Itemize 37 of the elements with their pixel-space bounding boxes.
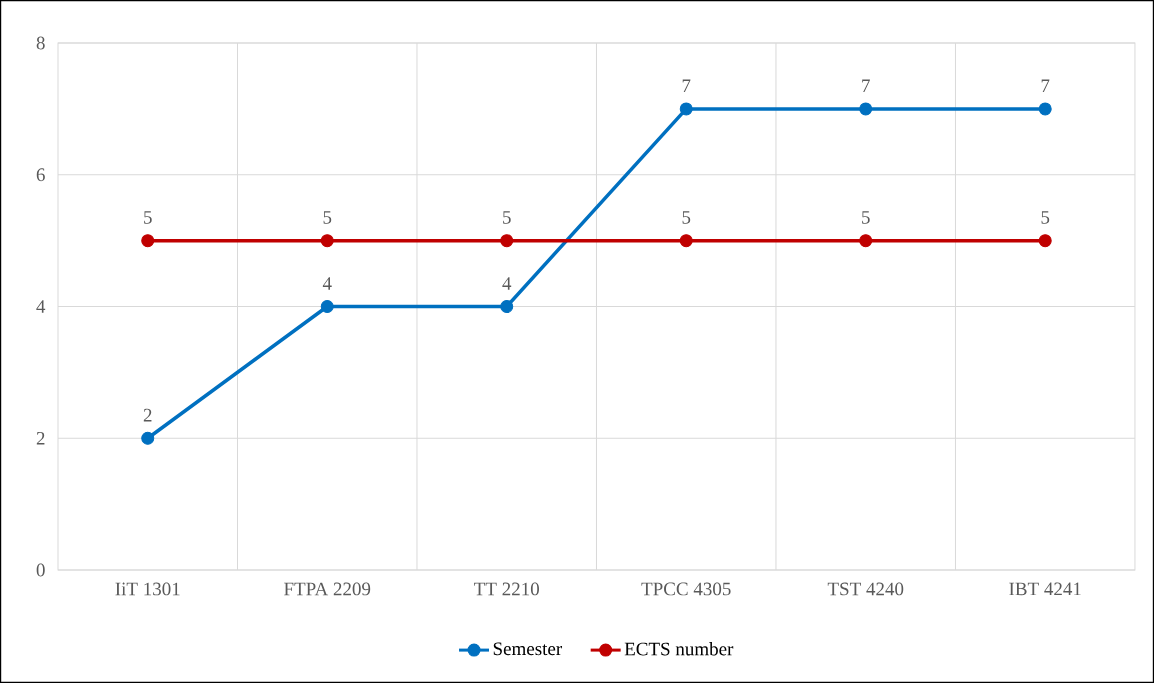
- data-label: 4: [502, 277, 512, 290]
- point: [141, 234, 155, 248]
- y-tick-label: 2: [36, 431, 45, 445]
- x-tick-label: TST 4240: [827, 582, 904, 596]
- point: [679, 102, 693, 116]
- data-label: 5: [144, 211, 152, 224]
- point: [679, 234, 693, 248]
- point: [859, 234, 873, 248]
- data-label: 5: [323, 211, 332, 224]
- data-label: 5: [503, 211, 511, 224]
- point: [1038, 234, 1052, 248]
- data-label: 7: [682, 79, 691, 93]
- data-label: 5: [862, 211, 870, 224]
- y-tick-label: 0: [36, 563, 45, 577]
- data-label: 2: [143, 408, 152, 422]
- legend-label: ECTS number: [624, 642, 734, 656]
- legend-label: Semester: [493, 642, 563, 656]
- x-tick-label: TPCC 4305: [641, 582, 731, 596]
- y-tick-label: 6: [36, 168, 45, 182]
- data-label: 7: [1041, 79, 1050, 93]
- point: [1038, 102, 1052, 116]
- x-tick-label: TT 2210: [474, 582, 539, 596]
- point: [320, 234, 334, 248]
- x-tick-label: IiT 1301: [115, 582, 180, 596]
- point: [320, 300, 334, 313]
- data-label: 5: [1041, 211, 1050, 224]
- data-label: 7: [862, 79, 870, 93]
- x-tick-label: FTPA 2209: [284, 582, 371, 596]
- point: [859, 102, 873, 116]
- y-tick-label: 8: [36, 36, 45, 50]
- y-tick-label: 4: [36, 300, 46, 313]
- data-label: 4: [322, 277, 332, 290]
- point: [500, 234, 514, 248]
- point: [500, 300, 514, 313]
- point: [141, 431, 155, 445]
- x-tick-label: IBT 4241: [1009, 582, 1081, 596]
- data-label: 5: [682, 211, 691, 224]
